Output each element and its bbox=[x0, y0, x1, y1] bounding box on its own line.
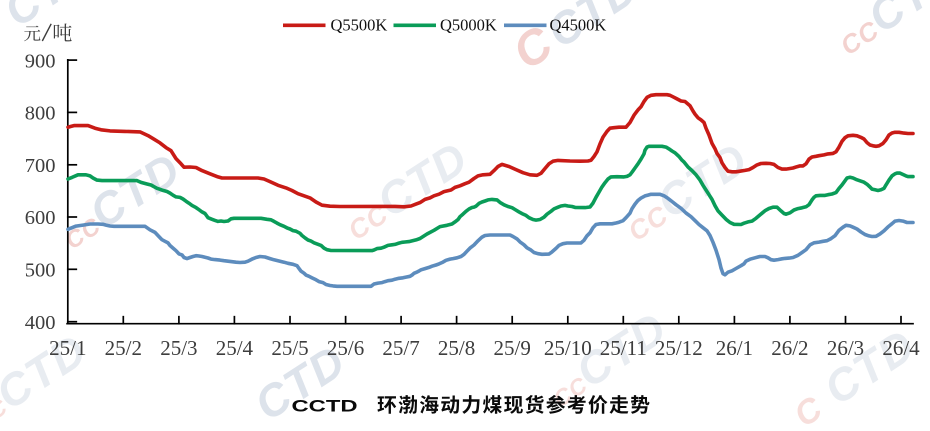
svg-text:26/2: 26/2 bbox=[771, 336, 808, 360]
svg-text:CCTD: CCTD bbox=[292, 397, 358, 416]
svg-text:25/9: 25/9 bbox=[494, 336, 531, 360]
svg-text:26/4: 26/4 bbox=[882, 336, 920, 360]
svg-text:25/8: 25/8 bbox=[438, 336, 475, 360]
svg-text:25/5: 25/5 bbox=[271, 336, 308, 360]
svg-text:600: 600 bbox=[25, 207, 56, 229]
svg-text:25/6: 25/6 bbox=[327, 336, 364, 360]
svg-text:25/11: 25/11 bbox=[600, 336, 647, 360]
svg-text:500: 500 bbox=[25, 260, 56, 282]
svg-text:Q5500K: Q5500K bbox=[331, 15, 388, 34]
svg-text:25/3: 25/3 bbox=[160, 336, 197, 360]
svg-text:700: 700 bbox=[25, 155, 56, 177]
svg-text:Q5000K: Q5000K bbox=[440, 15, 497, 34]
svg-text:25/4: 25/4 bbox=[216, 336, 254, 360]
svg-text:25/10: 25/10 bbox=[544, 336, 592, 360]
svg-text:800: 800 bbox=[25, 103, 56, 125]
svg-text:25/7: 25/7 bbox=[382, 336, 419, 360]
svg-text:26/1: 26/1 bbox=[716, 336, 753, 360]
svg-text:Q4500K: Q4500K bbox=[550, 15, 607, 34]
svg-text:25/1: 25/1 bbox=[49, 336, 86, 360]
svg-text:25/12: 25/12 bbox=[655, 336, 703, 360]
svg-text:900: 900 bbox=[25, 50, 56, 72]
svg-text:25/2: 25/2 bbox=[105, 336, 142, 360]
svg-text:400: 400 bbox=[25, 312, 56, 334]
svg-text:26/3: 26/3 bbox=[827, 336, 864, 360]
